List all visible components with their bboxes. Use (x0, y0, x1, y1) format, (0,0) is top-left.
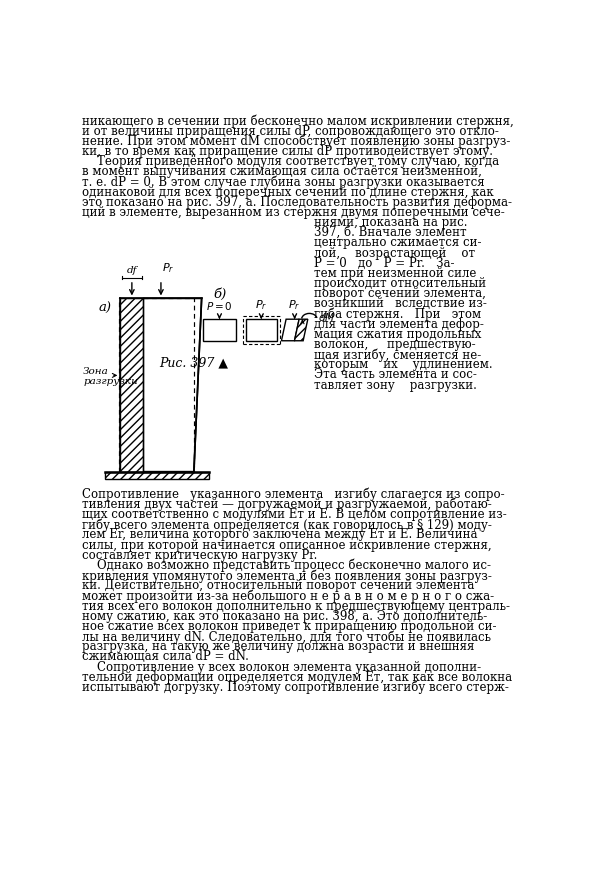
Text: тельной деформации определяется модулем Eт, так как все волокна: тельной деформации определяется модулем … (81, 671, 512, 684)
Text: разгрузка, на такую же величину должна возрасти и внешняя: разгрузка, на такую же величину должна в… (81, 640, 474, 653)
Text: нение. При этом момент dM способствует появлению зоны разгруз-: нение. При этом момент dM способствует п… (81, 135, 510, 148)
Text: df: df (127, 267, 137, 276)
Text: Эта часть элемента и сос-: Эта часть элемента и сос- (314, 368, 477, 381)
Polygon shape (294, 319, 308, 340)
Text: это показано на рис. 397, а. Последовательность развития деформа-: это показано на рис. 397, а. Последовате… (81, 196, 512, 209)
Text: тивления двух частей — догружаемой и разгружаемой, работаю-: тивления двух частей — догружаемой и раз… (81, 498, 491, 511)
Text: щих соответственно с модулями Eт и E. В целом сопротивление из-: щих соответственно с модулями Eт и E. В … (81, 509, 506, 521)
Text: ций в элементе, вырезанном из стержня двумя поперечными сече-: ций в элементе, вырезанном из стержня дв… (81, 206, 504, 219)
Text: а): а) (99, 302, 112, 316)
Text: Сопротивление   указанного элемента   изгибу слагается из сопро-: Сопротивление указанного элемента изгибу… (81, 488, 504, 501)
Text: $dM$: $dM$ (318, 311, 335, 323)
Polygon shape (105, 472, 209, 479)
Polygon shape (203, 319, 236, 340)
Text: гибу всего элемента определяется (как говорилось в § 129) моду-: гибу всего элемента определяется (как го… (81, 518, 491, 532)
Text: никающего в сечении при бесконечно малом искривлении стержня,: никающего в сечении при бесконечно малом… (81, 115, 513, 128)
Text: ки. Действительно, относительный поворот сечений элемента: ки. Действительно, относительный поворот… (81, 580, 474, 592)
Text: силы, при которой начинается описанное искривление стержня,: силы, при которой начинается описанное и… (81, 539, 491, 552)
Text: в момент выпучивания сжимающая сила остаётся неизменной,: в момент выпучивания сжимающая сила оста… (81, 165, 481, 178)
Text: одинаковой для всех поперечных сечений по длине стержня, как: одинаковой для всех поперечных сечений п… (81, 186, 493, 198)
Polygon shape (143, 299, 202, 472)
Text: гиба стержня.   При   этом: гиба стержня. При этом (314, 308, 481, 321)
Text: поворот сечений элемента,: поворот сечений элемента, (314, 287, 486, 300)
Text: P = 0   до   P = Pr.   За-: P = 0 до P = Pr. За- (314, 257, 454, 269)
Text: разгрузки: разгрузки (83, 377, 138, 386)
Text: испытывают догрузку. Поэтому сопротивление изгибу всего стерж-: испытывают догрузку. Поэтому сопротивлен… (81, 681, 509, 694)
Text: Теория приведённого модуля соответствует тому случаю, когда: Теория приведённого модуля соответствует… (81, 155, 499, 168)
Text: ное сжатие всех волокон приведет к приращению продольной си-: ное сжатие всех волокон приведет к прира… (81, 620, 496, 633)
Text: мация сжатия продольных: мация сжатия продольных (314, 328, 481, 340)
Text: ному сжатию, как это показано на рис. 398, а. Это дополнитель-: ному сжатию, как это показано на рис. 39… (81, 610, 487, 623)
Text: центрально сжимается си-: центрально сжимается си- (314, 236, 481, 249)
Text: ниями, показана на рис.: ниями, показана на рис. (314, 216, 467, 229)
Text: кривления упомянутого элемента и без появления зоны разгруз-: кривления упомянутого элемента и без поя… (81, 569, 491, 582)
Text: 397, б. Вначале элемент: 397, б. Вначале элемент (314, 226, 467, 239)
Text: может произойти из-за небольшого н е р а в н о м е р н о г о сжа-: может произойти из-за небольшого н е р а… (81, 589, 494, 603)
Text: лы на величину dN. Следовательно, для того чтобы не появилась: лы на величину dN. Следовательно, для то… (81, 630, 490, 644)
Text: тем при неизменной силе: тем при неизменной силе (314, 267, 476, 280)
Text: сжимающая сила dP = dN.: сжимающая сила dP = dN. (81, 651, 248, 663)
Text: происходит относительный: происходит относительный (314, 277, 486, 290)
Text: волокон,     предшествую-: волокон, предшествую- (314, 338, 476, 351)
Text: Рис. 397 ▲: Рис. 397 ▲ (159, 356, 228, 369)
Text: $P{=}0$: $P{=}0$ (206, 300, 233, 312)
Text: б): б) (213, 288, 227, 300)
Text: $P_r$: $P_r$ (162, 261, 175, 276)
Text: $P_r$: $P_r$ (289, 299, 301, 312)
Polygon shape (281, 319, 299, 340)
Text: ки, в то время как приращение силы dP противодействует этому.: ки, в то время как приращение силы dP пр… (81, 145, 493, 158)
Text: т. е. dP = 0. В этом случае глубина зоны разгрузки оказывается: т. е. dP = 0. В этом случае глубина зоны… (81, 175, 484, 188)
Text: Сопротивление у всех волокон элемента указанной дополни-: Сопротивление у всех волокон элемента ук… (81, 661, 481, 674)
Text: возникший   вследствие из-: возникший вследствие из- (314, 297, 487, 310)
Text: тия всех его волокон дополнительно к предшествующему централь-: тия всех его волокон дополнительно к пре… (81, 600, 510, 613)
Text: которым    их    удлинением.: которым их удлинением. (314, 358, 493, 372)
Text: составляет критическую нагрузку Pr.: составляет критическую нагрузку Pr. (81, 549, 317, 562)
Text: щая изгибу, сменяется не-: щая изгибу, сменяется не- (314, 348, 481, 362)
Polygon shape (246, 319, 277, 340)
Polygon shape (120, 299, 143, 472)
Text: лой,    возрастающей    от: лой, возрастающей от (314, 246, 475, 260)
Text: тавляет зону    разгрузки.: тавляет зону разгрузки. (314, 379, 477, 392)
Text: лем Er, величина которого заключена между Eт и E. Величина: лем Er, величина которого заключена межд… (81, 528, 477, 541)
Text: для части элемента дефор-: для части элемента дефор- (314, 317, 484, 331)
Text: и от величины приращения силы dP, сопровождающего это откло-: и от величины приращения силы dP, сопров… (81, 124, 499, 138)
Text: Однако возможно представить процесс бесконечно малого ис-: Однако возможно представить процесс беск… (81, 559, 490, 573)
Text: Зона: Зона (83, 367, 109, 376)
Text: $P_r$: $P_r$ (255, 299, 267, 312)
